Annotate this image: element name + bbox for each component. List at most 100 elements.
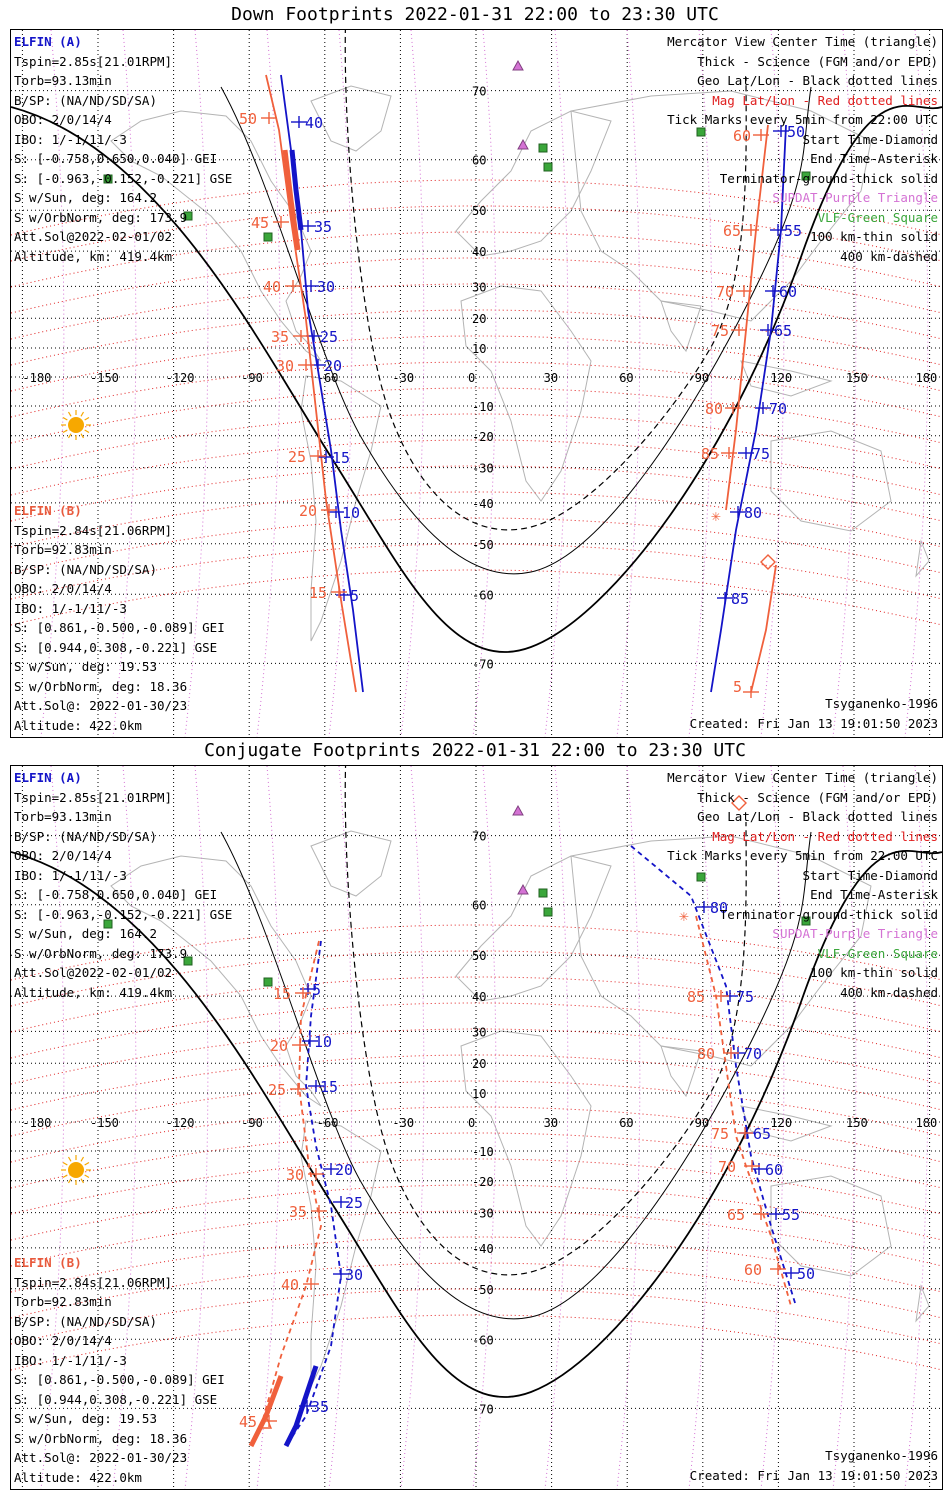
elfin-a-sun-angle-2: S w/Sun, deg: 164.2 [14, 926, 157, 941]
continent-9 [915, 539, 930, 578]
elfin-b-tick-label: 80 [705, 400, 723, 418]
elfin-a-torb: Torb=93.13min [14, 73, 112, 88]
legend-vlf: VLF-Green Square [817, 209, 938, 225]
legend-2: Mercator View Center Time (triangle) Thi… [667, 768, 938, 1002]
lat-tick-label: 10 [472, 342, 486, 356]
elfin-a-gse-2: S: [-0.963,-0.152,-0.221] GSE [14, 906, 233, 922]
legend-supdat: SUPDAT-Purple Triangle [772, 190, 938, 205]
elfin-b-tick-label: 70 [718, 1158, 736, 1176]
lat-tick-label: -20 [472, 430, 494, 444]
continent-1 [310, 85, 392, 152]
elfin-a-obo: OBO: 2/0/14/4 [14, 112, 112, 127]
footprint-400km-line [344, 766, 747, 1276]
lat-tick-label: 60 [472, 899, 486, 913]
legend-geo-grid-2: Geo Lat/Lon - Black dotted lines [697, 809, 938, 824]
elfin-a-tick-label: 60 [765, 1161, 783, 1179]
vlf-square-icon [183, 211, 193, 221]
elfin-b-gse: S: [0.944,0.308,-0.221] GSE [14, 639, 218, 655]
panel-title-down: Down Footprints 2022-01-31 22:00 to 23:3… [231, 4, 719, 25]
elfin-a-ibo: IBO: 1/-1/11/-3 [14, 131, 127, 147]
lat-tick-label: -50 [472, 538, 494, 552]
lon-tick-label: -120 [166, 371, 195, 385]
sun-ray [80, 433, 85, 439]
vlf-square-icon [543, 907, 553, 917]
lon-tick-label: 60 [619, 371, 633, 385]
elfin-b-bsp: B/SP: (NA/ND/SD/SA) [14, 561, 157, 577]
lat-tick-label: 40 [472, 990, 486, 1004]
lon-tick-label: 150 [846, 1116, 868, 1130]
elfin-a-ibo-2: IBO: 1/-1/11/-3 [14, 867, 127, 883]
footer-right: Tsyganenko-1996 Created: Fri Jan 13 19:0… [690, 694, 938, 733]
elfin-b-bsp-2: B/SP: (NA/ND/SD/SA) [14, 1313, 157, 1329]
conjugate-footprints-panel: -180 -150 -120 -90 -60 -30 0 30 60 90 120 150 180 70 6… [10, 765, 943, 1490]
elfin-b-tick-label: 40 [281, 1276, 299, 1294]
continent-4 [460, 1030, 592, 1247]
elfin-a-tick-label: 35 [314, 218, 332, 236]
start-diamond-icon [760, 554, 776, 570]
legend-tick-marks: Tick Marks every 5min from 22:00 UTC [667, 112, 938, 127]
footprint-100km-line [220, 831, 812, 1320]
lat-tick-label: -20 [472, 1175, 494, 1189]
vlf-square-icon [103, 919, 113, 929]
legend-end-time-2: End Time-Asterisk [810, 887, 938, 902]
vlf-square-icon [263, 977, 273, 987]
lat-tick-label: 30 [472, 1025, 486, 1039]
sun-ray [62, 1174, 68, 1179]
elfin-b-obo: OBO: 2/0/14/4 [14, 581, 112, 596]
legend: Mercator View Center Time (triangle) Thi… [667, 32, 938, 266]
elfin-b-tick-label: 75 [711, 1125, 729, 1143]
elfin-a-sun-angle: S w/Sun, deg: 164.2 [14, 190, 157, 205]
lon-tick-label: 120 [770, 371, 792, 385]
lat-tick-label: 20 [472, 312, 486, 326]
elfin-b-info: ELFIN (B) Tspin=2.84s[21.06RPM] Torb=92.… [14, 501, 225, 735]
terminator-line [11, 104, 942, 653]
vlf-square-icon [696, 872, 706, 882]
continent-8 [770, 1175, 892, 1277]
elfin-b-tspin: Tspin=2.84s[21.06RPM] [14, 522, 173, 538]
legend-supdat-2: SUPDAT-Purple Triangle [772, 926, 938, 941]
legend-100km-2: 100 km-thin solid [810, 965, 938, 980]
legend-400km: 400 km-dashed [840, 248, 938, 264]
elfin-b-torb: Torb=92.83min [14, 542, 112, 557]
lon-tick-label: 30 [544, 1116, 558, 1130]
elfin-a-tick-label: 15 [332, 449, 350, 467]
legend-center-time: Mercator View Center Time (triangle) [667, 34, 938, 49]
down-footprints-panel: -180 -150 -120 -90 -60 -30 0 30 60 90 120 150 180 70 6… [10, 29, 943, 738]
sun-ray [84, 429, 90, 434]
lon-tick-label: 0 [468, 1116, 475, 1130]
lat-tick-label: 70 [472, 830, 486, 844]
legend-science: Thick - Science (FGM and/or EPD) [697, 53, 938, 69]
elfin-a-tick-label: 20 [335, 1161, 353, 1179]
vlf-square-icon [538, 888, 548, 898]
lat-tick-label: -40 [472, 1242, 494, 1256]
sun-ray [80, 1156, 85, 1162]
end-asterisk-icon: ✳ [679, 906, 689, 925]
elfin-a-tick-label: 5 [312, 981, 321, 999]
elfin-a-tick-label: 50 [797, 1265, 815, 1283]
sun-ray [67, 433, 72, 439]
elfin-a-tick-label: 65 [774, 322, 792, 340]
elfin-b-tick-label: 70 [716, 283, 734, 301]
elfin-b-info-2: ELFIN (B) Tspin=2.84s[21.06RPM] Torb=92.… [14, 1253, 225, 1487]
lat-tick-label: -30 [472, 462, 494, 476]
elfin-a-info: ELFIN (A) Tspin=2.85s[21.01RPM] Torb=93.… [14, 32, 232, 266]
elfin-a-title: ELFIN (A) [14, 34, 82, 49]
elfin-a-tick-label: 10 [314, 1033, 332, 1051]
elfin-a-orbnorm: S w/OrbNorm, deg: 173.9 [14, 209, 188, 225]
elfin-a-altitude-2: Altitude, km: 419.4km [14, 984, 173, 1000]
legend-science-2: Thick - Science (FGM and/or EPD) [697, 789, 938, 805]
sun-ray [84, 1174, 90, 1179]
center-triangle-icon [259, 1414, 273, 1429]
elfin-a-attsol-2: Att.Sol@2022-02-01/02 [14, 965, 173, 980]
continent-8 [770, 430, 892, 532]
elfin-a-orbnorm-2: S w/OrbNorm, deg: 173.9 [14, 945, 188, 961]
lon-tick-label: -150 [90, 371, 119, 385]
elfin-b-tick-label: 25 [268, 1081, 286, 1099]
lon-tick-label: 0 [468, 371, 475, 385]
elfin-a-attsol: Att.Sol@2022-02-01/02 [14, 229, 173, 244]
elfin-a-tick-label: 60 [779, 283, 797, 301]
vlf-square-icon [103, 174, 113, 184]
elfin-a-bsp-2: B/SP: (NA/ND/SD/SA) [14, 828, 157, 844]
sun-ray [84, 416, 90, 421]
conjugate-footprints-map: -180 -150 -120 -90 -60 -30 0 30 60 90 120 150 180706… [11, 766, 942, 1489]
